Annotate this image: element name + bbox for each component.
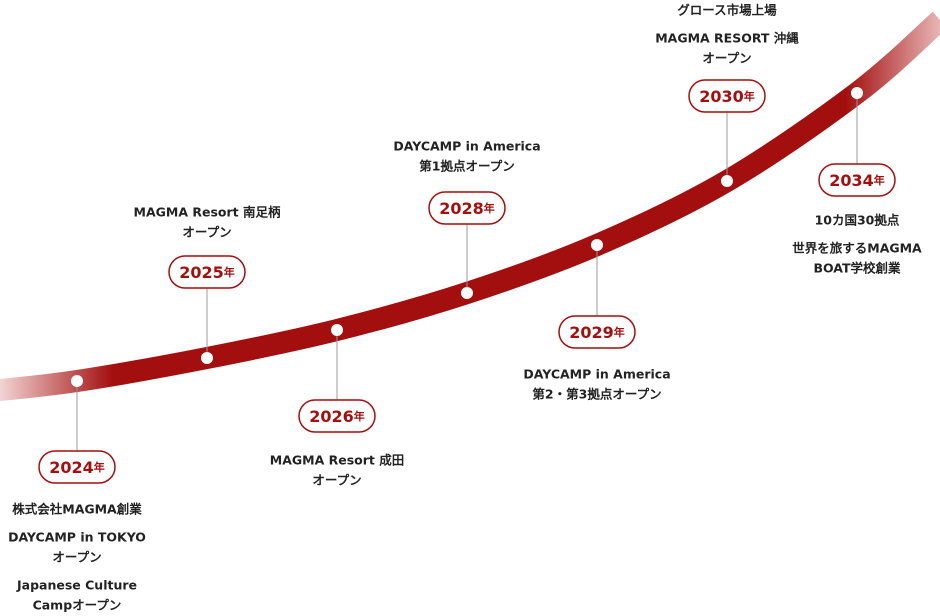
- milestone-note: 第2・第3拠点オープン: [532, 387, 661, 402]
- year-suffix: 年: [484, 201, 495, 215]
- year-label: 2024年: [49, 458, 105, 477]
- year-badge: [168, 255, 246, 289]
- year: 2026: [309, 407, 354, 426]
- year-label: 2030年: [699, 87, 755, 106]
- year-badge: [818, 163, 896, 197]
- year-badge: [298, 399, 376, 433]
- milestone-note: 10カ国30拠点: [815, 213, 900, 228]
- year-label: 2025年: [179, 263, 235, 282]
- year: 2030: [699, 87, 744, 106]
- milestone-note: オープン: [52, 550, 101, 565]
- year-label: 2029年: [569, 323, 625, 342]
- year: 2025: [179, 263, 224, 282]
- year-badge: [688, 79, 766, 113]
- year-badge: [38, 450, 116, 484]
- milestone-note: Japanese Culture: [16, 578, 137, 593]
- year-badge: [428, 191, 506, 225]
- milestone-note: 株式会社MAGMA創業: [12, 502, 142, 517]
- milestone-dot: [201, 352, 213, 364]
- milestone-note: オープン: [182, 225, 231, 240]
- milestone-dot: [591, 239, 603, 251]
- milestone-note: 世界を旅するMAGMA: [792, 241, 922, 256]
- milestone-dot: [331, 324, 343, 336]
- year-suffix: 年: [354, 409, 365, 423]
- milestone-note: オープン: [312, 473, 361, 488]
- year: 2029: [569, 323, 614, 342]
- milestone-dot: [71, 375, 83, 387]
- year: 2034: [829, 171, 874, 190]
- milestone-note: オープン: [702, 51, 751, 66]
- milestone-note: DAYCAMP in TOKYO: [8, 530, 146, 545]
- year-suffix: 年: [614, 325, 625, 339]
- milestone-note: MAGMA RESORT 沖縄: [655, 31, 799, 46]
- year-suffix: 年: [224, 265, 235, 279]
- milestone-note: 第1拠点オープン: [419, 159, 514, 174]
- year-suffix: 年: [744, 89, 755, 103]
- milestone-dot: [461, 287, 473, 299]
- milestone-note: DAYCAMP in America: [393, 139, 540, 154]
- milestone-note: MAGMA Resort 南足柄: [134, 205, 281, 220]
- year-suffix: 年: [874, 173, 885, 187]
- milestone-note: Campオープン: [33, 598, 122, 613]
- milestone-note: グロース市場上場: [677, 3, 777, 18]
- year-label: 2028年: [439, 199, 495, 218]
- milestone-note: MAGMA Resort 成田: [270, 453, 404, 468]
- year: 2028: [439, 199, 484, 218]
- milestone-dot: [721, 175, 733, 187]
- year-label: 2026年: [309, 407, 365, 426]
- milestone-note: DAYCAMP in America: [523, 367, 670, 382]
- year: 2024: [49, 458, 94, 477]
- milestone-dot: [851, 87, 863, 99]
- year-label: 2034年: [829, 171, 885, 190]
- year-suffix: 年: [94, 460, 105, 474]
- milestone-note: BOAT学校創業: [813, 261, 901, 276]
- year-badge: [558, 315, 636, 349]
